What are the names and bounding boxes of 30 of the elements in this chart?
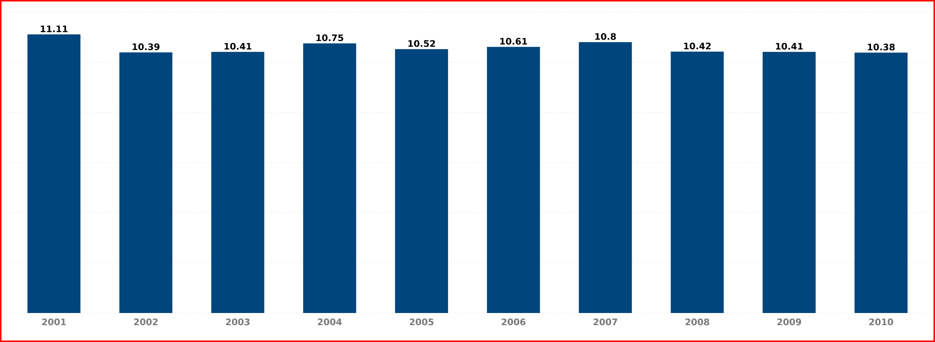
- data-label: 10.42: [684, 42, 711, 50]
- bar: [670, 52, 724, 313]
- x-tick-label: 2005: [410, 318, 434, 326]
- bar: [119, 52, 172, 313]
- x-tick-label: 2008: [685, 318, 710, 326]
- data-label: 10.61: [500, 38, 528, 45]
- bar: [486, 46, 540, 313]
- data-label: 10.38: [868, 44, 895, 50]
- x-tick-label: 2004: [318, 318, 342, 326]
- x-tick-label: 2010: [869, 318, 894, 326]
- x-tick-label: 2009: [777, 318, 802, 326]
- data-label: 10.41: [224, 42, 252, 50]
- x-tick-label: 2007: [594, 318, 618, 326]
- data-label: 10.41: [776, 42, 803, 50]
- data-label: 10.52: [408, 40, 435, 47]
- x-tick-label: 2006: [502, 318, 526, 326]
- x-tick-label: 2002: [134, 318, 158, 326]
- bar: [854, 52, 908, 313]
- x-tick-label: 2003: [226, 318, 250, 326]
- data-label: 11.11: [40, 26, 68, 32]
- bar: [303, 43, 356, 313]
- data-label: 10.75: [316, 34, 344, 42]
- x-tick-label: 2001: [42, 318, 66, 326]
- data-label: 10.39: [132, 43, 160, 50]
- data-label: 10.8: [595, 33, 616, 40]
- bar: [578, 42, 632, 313]
- bar: [27, 34, 80, 313]
- bar: [762, 52, 816, 313]
- bar: [211, 52, 264, 313]
- bar: [395, 49, 448, 313]
